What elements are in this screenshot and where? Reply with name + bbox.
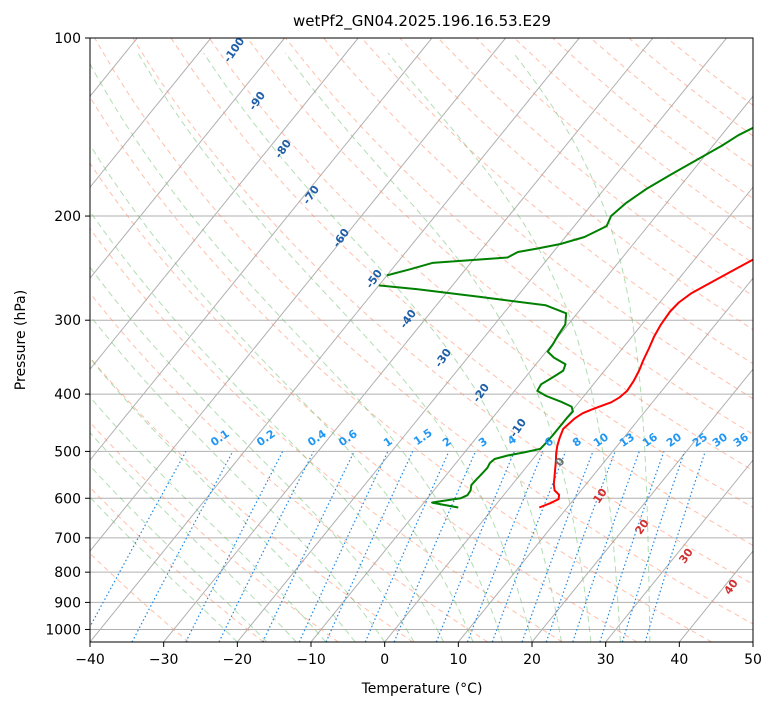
dry-adiabat-line — [90, 292, 488, 642]
y-tick-label: 200 — [54, 209, 81, 225]
dry-adiabat-line — [90, 96, 712, 642]
x-axis: −40 −30 −20 −10 0 10 20 30 40 50 — [75, 642, 762, 668]
x-tick-label: −40 — [75, 652, 105, 668]
x-tick-label: 10 — [449, 652, 467, 668]
isotherm-gridline — [236, 38, 727, 642]
x-tick-label: 50 — [744, 652, 762, 668]
mixing-ratio-line — [491, 451, 567, 642]
mixing-ratio-line — [521, 451, 594, 642]
dry-adiabat-line — [90, 552, 190, 642]
x-tick-label: 30 — [597, 652, 615, 668]
y-tick-label: 800 — [54, 565, 81, 581]
mixing-ratio-line — [621, 451, 686, 642]
moist-adiabat-line — [90, 266, 415, 642]
profile-series — [378, 126, 753, 509]
isotherm-gridline — [90, 38, 506, 552]
x-tick-label: 20 — [523, 652, 541, 668]
moist-adiabat-line — [387, 52, 621, 642]
moist-adiabat-line — [90, 357, 356, 642]
isotherm-gridline — [163, 38, 654, 642]
dry-adiabat-line — [94, 38, 753, 625]
y-tick-label: 100 — [54, 31, 81, 47]
mixing-ratio-line — [393, 451, 477, 642]
isotherm-gridline — [90, 38, 285, 280]
mixing-ratio-line — [435, 451, 515, 642]
mixing-ratio-line — [90, 451, 187, 628]
x-tick-label: −10 — [296, 652, 326, 668]
isotherm-gridline — [605, 459, 753, 642]
mixing-ratio-line — [364, 451, 450, 642]
isotherm-gridline — [90, 38, 359, 370]
mixing-ratio-line — [218, 451, 315, 642]
moist-adiabat-line — [90, 144, 474, 642]
isotherm-gridline — [90, 38, 212, 189]
dry-adiabat-line — [90, 421, 339, 642]
dry-adiabat-line — [90, 486, 264, 642]
y-tick-label: 700 — [54, 531, 81, 547]
moist-adiabat-line — [90, 496, 238, 642]
moist-adiabat-line — [90, 210, 445, 642]
moist-adiabat-line — [90, 62, 503, 642]
moist-adiabat-line — [513, 52, 651, 642]
mixing-ratio-line — [185, 451, 284, 642]
y-tick-label: 500 — [54, 444, 81, 460]
y-axis-label: Pressure (hPa) — [13, 290, 29, 390]
temperature-profile-line — [538, 258, 753, 509]
x-tick-label: 0 — [380, 652, 389, 668]
dewpoint-upper-profile-line — [386, 126, 753, 277]
isotherm-gridline — [90, 38, 580, 642]
dry-adiabat-line — [399, 38, 753, 331]
x-axis-label: Temperature (°C) — [361, 681, 483, 697]
dry-adiabat-line — [361, 38, 753, 365]
dewpoint-profile-line — [378, 284, 574, 509]
dry-adiabat-line — [437, 38, 753, 297]
y-tick-label: 300 — [54, 313, 81, 329]
mixing-ratio-line — [325, 451, 414, 642]
moist-adiabat-line — [90, 396, 327, 642]
y-tick-label: 1000 — [45, 622, 81, 638]
y-tick-label: 900 — [54, 595, 81, 611]
y-axis: 1000 900 800 700 600 500 400 300 200 100 — [45, 31, 90, 638]
mixing-ratio-line — [644, 451, 706, 642]
dry-adiabat-line — [90, 162, 638, 642]
mixing-ratio-line — [545, 451, 616, 642]
isotherm-gridline — [384, 186, 753, 642]
chart-title: wetPf2_GN04.2025.196.16.53.E29 — [293, 12, 551, 31]
moist-adiabat-line — [284, 52, 592, 642]
x-tick-label: −30 — [149, 652, 179, 668]
y-tick-label: 400 — [54, 387, 81, 403]
moist-adiabat-line — [90, 314, 386, 642]
plot-frame — [89, 37, 754, 643]
x-tick-label: −20 — [223, 652, 253, 668]
mixing-ratio-line — [466, 451, 544, 642]
isotherm-gridline — [90, 38, 433, 461]
background-guide-lines — [90, 38, 753, 642]
dry-adiabat-line — [208, 38, 753, 509]
x-tick-label: 40 — [670, 652, 688, 668]
dry-adiabat-line — [90, 227, 563, 642]
moist-adiabat-line — [137, 52, 533, 642]
dry-adiabat-line — [285, 38, 753, 435]
moist-adiabat-line — [203, 52, 562, 642]
mixing-ratio-line — [131, 451, 234, 642]
annotation-labels: -100-90-80-70-60-50-40-30-20-10010203040… — [208, 35, 751, 597]
y-tick-label: 600 — [54, 491, 81, 507]
mixing-ratio-line — [599, 451, 665, 642]
mixing-ratio-line — [572, 451, 640, 642]
